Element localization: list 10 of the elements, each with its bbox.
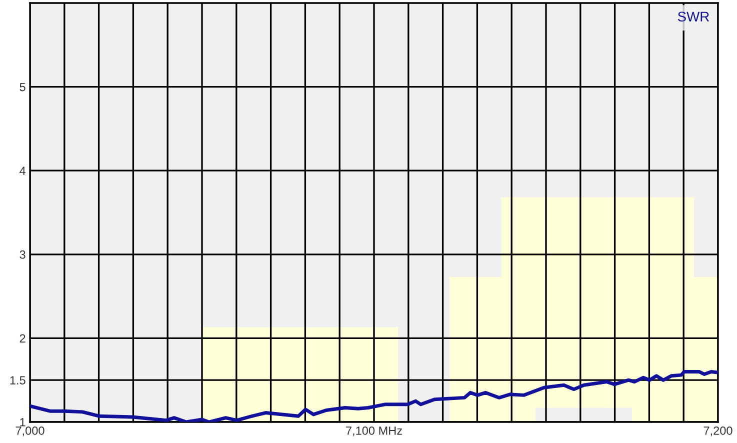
y-tick-label: 5 (20, 82, 26, 92)
x-tick-label: 7,000 (16, 426, 44, 436)
x-tick-label: 7,200 (704, 426, 732, 436)
text: SWR (678, 12, 710, 22)
y-tick-label: 1.5 (10, 376, 26, 384)
y-tick-label: 3 (20, 250, 26, 259)
y-tick-label: 2 (20, 334, 26, 342)
x-tick-label: 7,100 MHz (346, 426, 402, 436)
y-tick-label: 4 (20, 166, 26, 175)
y-tick-label: 1 (20, 418, 26, 426)
